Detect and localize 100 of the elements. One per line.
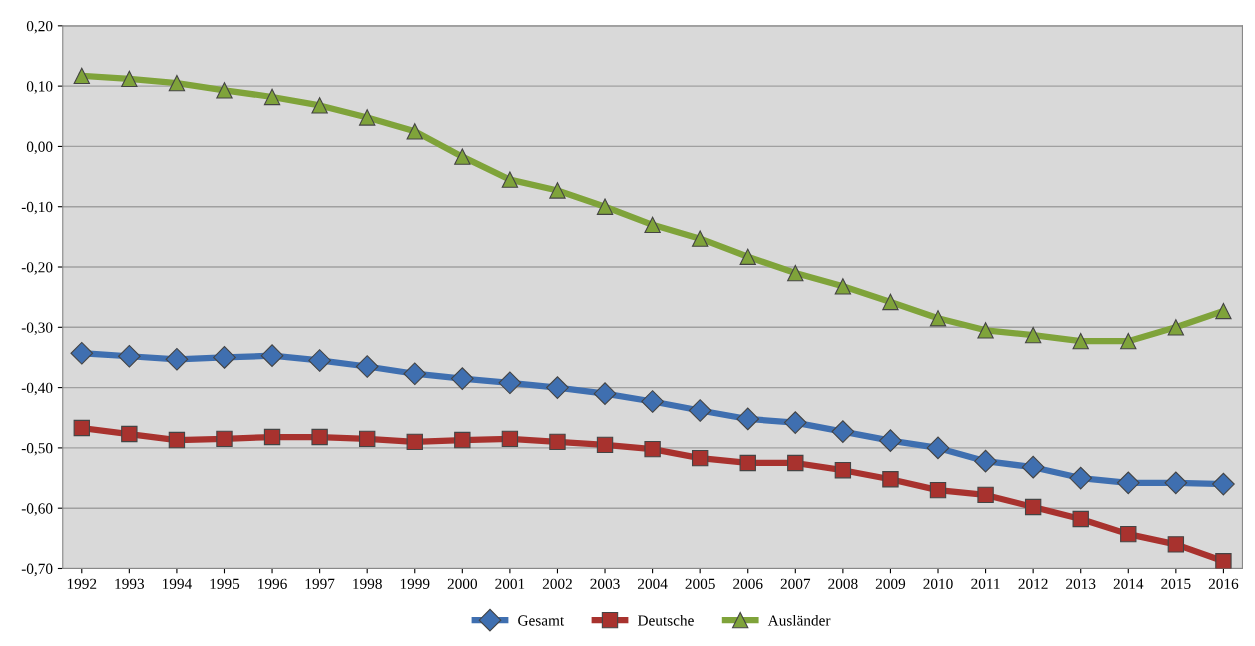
point bbox=[977, 322, 994, 339]
point bbox=[549, 182, 566, 199]
x-tick-label: 2006 bbox=[733, 578, 763, 589]
point bbox=[73, 419, 90, 437]
point bbox=[834, 462, 852, 479]
point bbox=[73, 67, 90, 85]
point bbox=[311, 428, 328, 446]
point bbox=[454, 148, 471, 165]
point bbox=[403, 362, 427, 386]
point bbox=[783, 411, 807, 434]
point bbox=[644, 440, 661, 458]
y-tick-label: -0,70 bbox=[21, 563, 53, 577]
x-tick-label: 2007 bbox=[780, 578, 811, 589]
point bbox=[831, 420, 855, 443]
x-tick-label: 2005 bbox=[685, 578, 715, 589]
point bbox=[121, 70, 138, 88]
x-tick-label: 2014 bbox=[1113, 578, 1144, 589]
point bbox=[834, 278, 852, 295]
legend-label: Gesamt bbox=[518, 615, 565, 626]
x-tick-label: 2013 bbox=[1066, 578, 1096, 589]
point bbox=[260, 344, 284, 368]
point bbox=[596, 198, 614, 215]
point bbox=[1212, 472, 1235, 496]
point bbox=[1072, 332, 1089, 350]
x-tick-label: 1997 bbox=[305, 578, 335, 589]
point bbox=[358, 430, 376, 448]
point bbox=[739, 454, 756, 472]
point bbox=[501, 171, 519, 188]
point bbox=[977, 486, 994, 504]
point bbox=[117, 344, 141, 368]
point bbox=[1120, 332, 1137, 350]
point bbox=[1024, 326, 1042, 344]
point bbox=[165, 347, 189, 371]
point bbox=[263, 88, 281, 106]
point bbox=[644, 216, 661, 234]
point bbox=[546, 376, 569, 399]
point bbox=[168, 431, 186, 449]
point bbox=[1120, 525, 1137, 543]
point bbox=[641, 390, 664, 413]
point bbox=[406, 433, 423, 451]
x-tick-label: 2001 bbox=[495, 578, 525, 589]
point bbox=[1021, 455, 1045, 479]
x-tick-label: 1998 bbox=[353, 578, 382, 589]
x-tick-label: 2010 bbox=[923, 578, 953, 589]
point bbox=[1215, 553, 1232, 569]
y-tick-label: -0,10 bbox=[21, 201, 53, 215]
point bbox=[1215, 302, 1232, 320]
point bbox=[454, 431, 471, 449]
x-tick-label: 2000 bbox=[447, 578, 478, 589]
point bbox=[1164, 471, 1188, 495]
x-tick-label: 2012 bbox=[1018, 578, 1048, 589]
point bbox=[691, 449, 709, 467]
point bbox=[739, 248, 756, 265]
point bbox=[358, 109, 376, 126]
point bbox=[549, 433, 566, 451]
point bbox=[926, 436, 950, 460]
y-tick-label: -0,60 bbox=[21, 503, 53, 516]
y-tick-label: -0,30 bbox=[21, 322, 53, 335]
point bbox=[1116, 471, 1140, 495]
legend-label: Ausländer bbox=[767, 614, 831, 626]
x-tick-label: 1996 bbox=[258, 578, 287, 589]
point bbox=[1167, 319, 1185, 336]
point bbox=[168, 74, 186, 92]
point bbox=[787, 454, 804, 472]
point bbox=[450, 367, 474, 390]
point bbox=[1024, 498, 1042, 516]
x-tick-label: 2011 bbox=[971, 578, 1000, 589]
point bbox=[216, 82, 233, 99]
y-tick-label: -0,20 bbox=[21, 262, 53, 275]
x-tick-label: 2002 bbox=[542, 578, 572, 589]
y-tick-label: -0,50 bbox=[21, 443, 53, 456]
x-tick-label: 2009 bbox=[875, 578, 906, 589]
point bbox=[688, 399, 712, 422]
point bbox=[929, 310, 947, 327]
point bbox=[213, 346, 236, 369]
x-tick-label: 2016 bbox=[1208, 578, 1239, 589]
point bbox=[1069, 466, 1093, 490]
point bbox=[879, 429, 902, 453]
x-tick-label: 2003 bbox=[590, 578, 620, 589]
point bbox=[787, 264, 804, 282]
y-tick-label: 0,00 bbox=[26, 141, 53, 155]
point bbox=[1072, 510, 1089, 528]
y-tick-label: -0,40 bbox=[21, 382, 53, 396]
point bbox=[736, 407, 760, 431]
y-tick-label: 0,10 bbox=[26, 81, 53, 94]
point bbox=[355, 355, 379, 378]
x-tick-label: 1993 bbox=[115, 578, 145, 589]
x-tick-label: 1995 bbox=[210, 578, 240, 589]
x-tick-label: 1999 bbox=[400, 578, 430, 589]
point bbox=[974, 449, 997, 473]
point bbox=[1167, 536, 1185, 553]
point bbox=[929, 481, 947, 499]
point bbox=[498, 371, 522, 395]
point bbox=[882, 471, 899, 488]
point bbox=[70, 341, 94, 365]
point bbox=[593, 382, 617, 405]
x-tick-label: 2008 bbox=[828, 578, 858, 589]
x-tick-label: 2015 bbox=[1161, 578, 1191, 589]
point bbox=[308, 349, 331, 372]
y-tick-label: 0,20 bbox=[26, 20, 53, 34]
